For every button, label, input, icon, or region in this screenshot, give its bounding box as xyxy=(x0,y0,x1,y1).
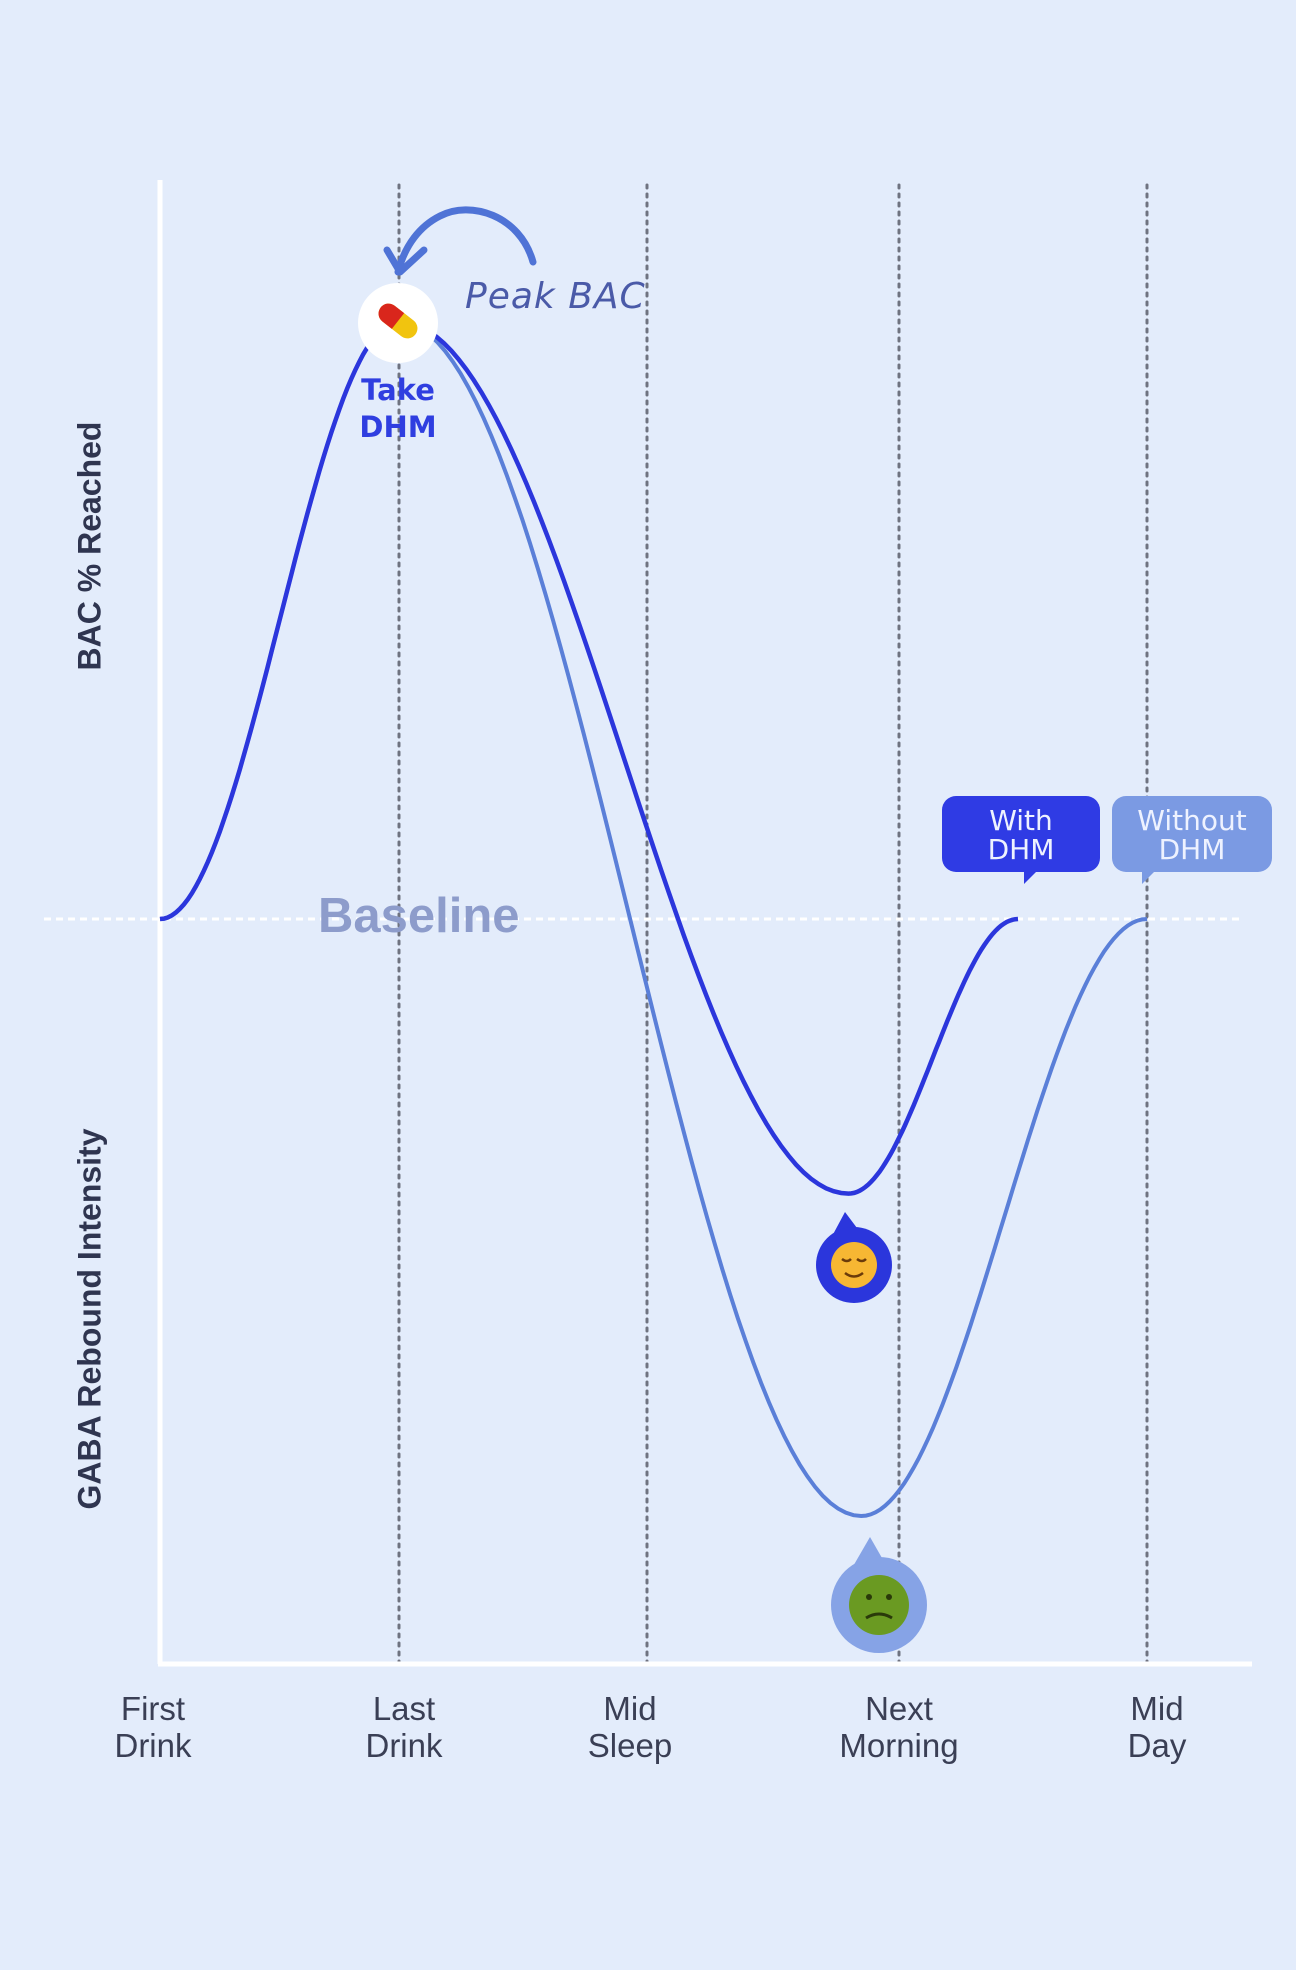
x-tick-label-line: Next xyxy=(865,1690,933,1727)
y-axis-label-bottom: GABA Rebound Intensity xyxy=(71,1128,108,1510)
nauseated-face-marker xyxy=(831,1537,927,1653)
peak-bac-annotation: Peak BAC xyxy=(465,276,646,317)
x-tick-label-line: Drink xyxy=(114,1727,192,1764)
x-tick-label-line: Day xyxy=(1127,1727,1187,1764)
legend-with-line1: With xyxy=(989,804,1053,837)
y-axis-label-top: BAC % Reached xyxy=(71,421,108,671)
series-line-with-dhm xyxy=(159,319,1019,1196)
x-tick-label: Last Drink xyxy=(294,1690,514,1764)
baseline-label: Baseline xyxy=(318,889,520,943)
x-tick-label-line: Last xyxy=(372,1690,436,1727)
take-dhm-line2: DHM xyxy=(359,410,437,444)
pill-icon xyxy=(378,303,418,339)
legend-without-dhm: Without DHM xyxy=(1112,796,1272,884)
x-tick-label-line: Sleep xyxy=(587,1727,673,1764)
peak-arrow-head xyxy=(383,246,428,276)
legend-with-line2: DHM xyxy=(987,833,1055,866)
x-tick-label-line: Drink xyxy=(365,1727,443,1764)
x-tick-label-line: Mid xyxy=(1130,1690,1184,1727)
x-tick-label-line: Mid xyxy=(603,1690,657,1727)
x-tick-label: Next Morning xyxy=(789,1690,1009,1764)
take-dhm-label: Take DHM xyxy=(318,372,478,446)
legend-with-dhm: With DHM xyxy=(942,796,1100,884)
legend-without-line1: Without xyxy=(1137,804,1247,837)
x-tick-label: Mid Day xyxy=(1047,1690,1267,1764)
peak-arrow xyxy=(394,206,537,276)
x-tick-label: First Drink xyxy=(43,1690,263,1764)
legend-without-line2: DHM xyxy=(1158,833,1226,866)
x-tick-label-line: First xyxy=(120,1690,186,1727)
take-dhm-line1: Take xyxy=(361,373,435,407)
relieved-face-marker xyxy=(816,1212,892,1303)
x-tick-label: Mid Sleep xyxy=(520,1690,740,1764)
relieved-face-icon xyxy=(831,1242,877,1288)
x-tick-label-line: Morning xyxy=(839,1727,959,1764)
nauseated-face-icon xyxy=(849,1575,909,1635)
pill-marker xyxy=(358,283,438,363)
